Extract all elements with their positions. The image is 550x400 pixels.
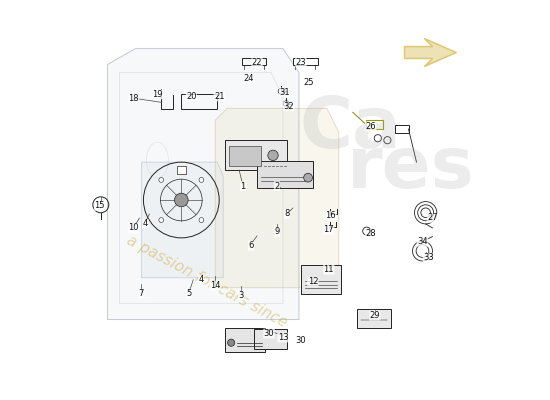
- Text: 30: 30: [295, 336, 306, 345]
- Circle shape: [228, 339, 235, 346]
- Text: 24: 24: [244, 74, 254, 83]
- Text: 11: 11: [323, 265, 334, 274]
- Text: 32: 32: [284, 102, 294, 111]
- Text: 16: 16: [326, 212, 336, 220]
- Text: 1: 1: [240, 182, 246, 190]
- Text: 31: 31: [279, 88, 290, 97]
- Text: 22: 22: [252, 58, 262, 67]
- Text: 29: 29: [370, 311, 380, 320]
- FancyBboxPatch shape: [301, 265, 341, 294]
- Text: 33: 33: [423, 253, 434, 262]
- Text: 20: 20: [186, 92, 196, 101]
- Circle shape: [268, 150, 278, 160]
- Text: res: res: [346, 134, 474, 203]
- Text: 8: 8: [284, 210, 290, 218]
- FancyBboxPatch shape: [254, 329, 287, 350]
- Polygon shape: [141, 162, 223, 278]
- FancyBboxPatch shape: [225, 140, 287, 170]
- Text: 2: 2: [274, 182, 279, 190]
- Polygon shape: [108, 48, 299, 320]
- Text: 15: 15: [95, 202, 105, 210]
- FancyBboxPatch shape: [357, 309, 390, 328]
- FancyBboxPatch shape: [257, 161, 313, 188]
- Text: 10: 10: [128, 224, 139, 232]
- Text: 17: 17: [323, 225, 334, 234]
- Circle shape: [199, 178, 204, 182]
- FancyBboxPatch shape: [225, 328, 265, 352]
- Text: 12: 12: [307, 277, 318, 286]
- Circle shape: [159, 218, 164, 222]
- FancyBboxPatch shape: [177, 166, 186, 174]
- Text: 4: 4: [199, 275, 204, 284]
- Text: 26: 26: [365, 122, 376, 131]
- Text: 23: 23: [295, 58, 306, 67]
- Text: 25: 25: [304, 78, 314, 87]
- Text: 4: 4: [143, 220, 148, 228]
- Text: 9: 9: [274, 227, 279, 236]
- Circle shape: [304, 173, 312, 182]
- Text: 19: 19: [152, 90, 163, 99]
- Text: 30: 30: [263, 329, 274, 338]
- Text: 14: 14: [210, 281, 221, 290]
- Circle shape: [159, 178, 164, 182]
- Text: 5: 5: [186, 289, 192, 298]
- Text: 21: 21: [214, 92, 224, 101]
- FancyBboxPatch shape: [229, 146, 261, 166]
- Text: 6: 6: [249, 241, 254, 250]
- Text: 34: 34: [417, 237, 428, 246]
- Circle shape: [199, 218, 204, 222]
- Text: a passion for cars since: a passion for cars since: [124, 233, 289, 330]
- Text: 7: 7: [139, 289, 144, 298]
- Circle shape: [174, 193, 188, 207]
- Text: 13: 13: [278, 333, 288, 342]
- Text: 27: 27: [427, 214, 438, 222]
- Polygon shape: [215, 108, 339, 288]
- Polygon shape: [405, 38, 456, 66]
- Text: 28: 28: [365, 229, 376, 238]
- Text: 3: 3: [239, 291, 244, 300]
- Text: Ca: Ca: [299, 94, 400, 163]
- Text: 18: 18: [128, 94, 139, 103]
